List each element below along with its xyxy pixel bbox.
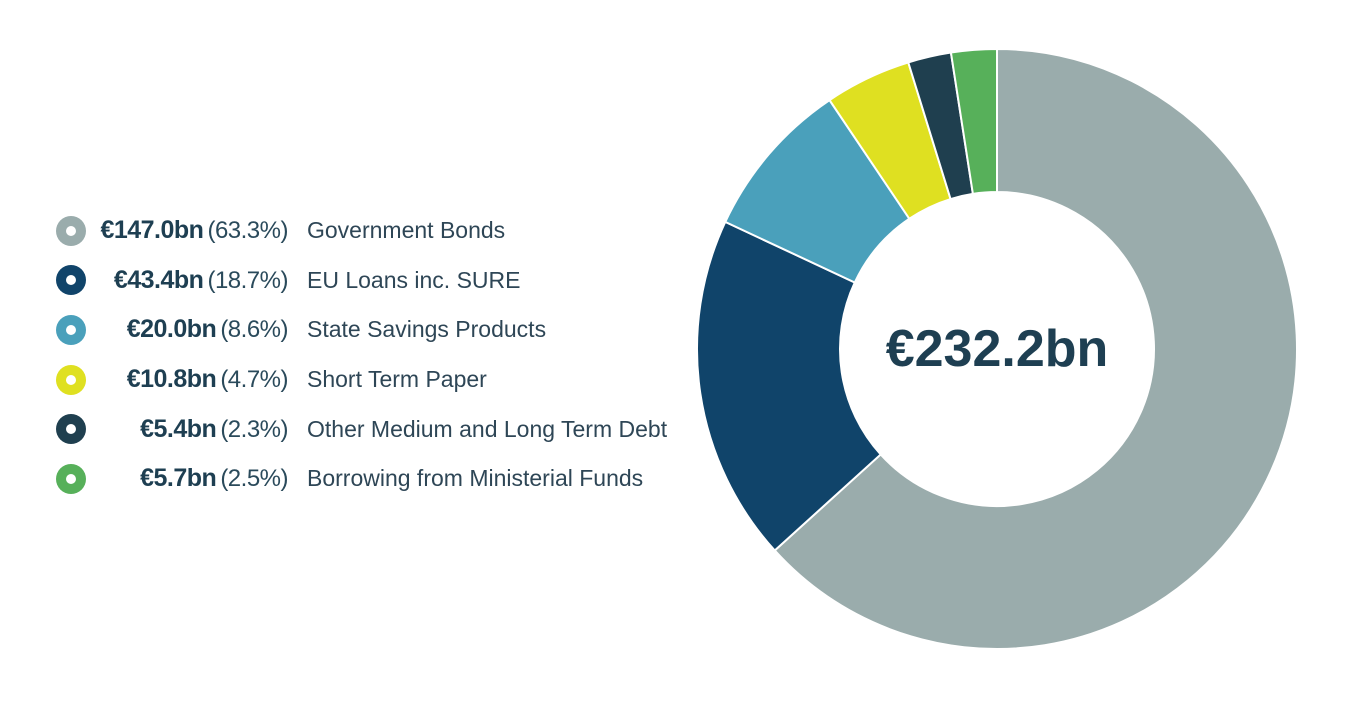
legend-item: €147.0bn (63.3%) Government Bonds — [56, 206, 706, 256]
legend-value: €5.4bn (2.3%) — [140, 415, 288, 444]
legend-item: €43.4bn (18.7%) EU Loans inc. SURE — [56, 256, 706, 306]
legend-amount: €10.8bn — [126, 365, 217, 394]
legend-amount: €5.4bn — [140, 414, 217, 443]
legend-label: EU Loans inc. SURE — [307, 266, 521, 293]
total-label: €232.2bn — [886, 320, 1109, 378]
legend-percent: (63.3%) — [207, 217, 288, 245]
legend-percent: (4.7%) — [220, 366, 288, 394]
legend-amount: €147.0bn — [100, 216, 204, 245]
legend-percent: (8.6%) — [220, 316, 288, 344]
legend-percent: (2.5%) — [220, 465, 288, 493]
legend-label: Other Medium and Long Term Debt — [307, 415, 668, 442]
legend-percent: (18.7%) — [207, 266, 288, 294]
legend-item: €5.4bn (2.3%) Other Medium and Long Term … — [56, 404, 706, 454]
donut-slice — [773, 47, 1298, 650]
legend-marker — [56, 364, 86, 395]
legend-amount: €20.0bn — [126, 315, 217, 344]
legend-value: €10.8bn (4.7%) — [126, 365, 289, 394]
legend-marker — [56, 414, 86, 445]
legend-marker — [56, 314, 86, 345]
legend-marker — [56, 463, 86, 494]
legend-label: Government Bonds — [307, 217, 506, 244]
chart-legend: €147.0bn (63.3%) Government Bonds €43.4bn… — [56, 206, 706, 504]
legend-amount: €43.4bn — [113, 265, 204, 294]
donut-slices — [696, 47, 1298, 650]
legend-value: €147.0bn (63.3%) — [100, 216, 288, 245]
donut-slice — [696, 220, 883, 552]
legend-item: €10.8bn (4.7%) Short Term Paper — [56, 355, 706, 405]
legend-value: €5.7bn (2.5%) — [140, 464, 288, 493]
legend-amount: €5.7bn — [140, 464, 217, 493]
legend-label: Borrowing from Ministerial Funds — [307, 465, 644, 492]
legend-marker — [56, 215, 86, 246]
legend-value: €20.0bn (8.6%) — [126, 315, 289, 344]
legend-marker — [56, 265, 86, 296]
legend-item: €20.0bn (8.6%) State Savings Products — [56, 305, 706, 355]
legend-item: €5.7bn (2.5%) Borrowing from Ministerial … — [56, 454, 706, 504]
legend-percent: (2.3%) — [220, 415, 288, 443]
legend-label: State Savings Products — [307, 316, 547, 343]
legend-value: €43.4bn (18.7%) — [113, 265, 289, 295]
donut-slice — [949, 47, 998, 196]
legend-label: Short Term Paper — [307, 366, 487, 393]
